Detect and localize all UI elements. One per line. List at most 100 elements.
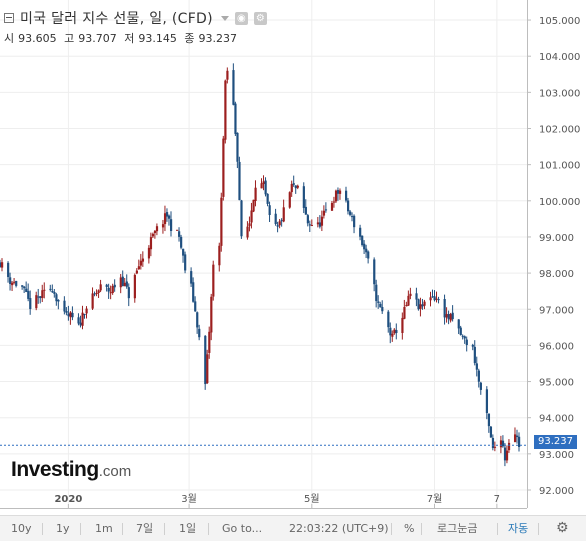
- candle-down: [491, 437, 495, 449]
- candle-down: [167, 215, 171, 219]
- candle-up: [226, 70, 229, 80]
- candle-down: [489, 426, 493, 438]
- candle-up: [43, 289, 46, 291]
- candle-up: [133, 274, 136, 299]
- candle-down: [349, 211, 352, 215]
- candle-down: [63, 300, 66, 312]
- low-value: 93.145: [138, 32, 177, 45]
- candle-down: [127, 287, 130, 299]
- candle-up: [322, 210, 326, 216]
- candle-up: [176, 229, 179, 231]
- candle-up: [419, 304, 422, 309]
- candle-down: [268, 205, 271, 215]
- candle-up: [407, 295, 410, 306]
- range-10y-button[interactable]: 10y: [11, 522, 32, 535]
- candle-up: [99, 284, 102, 291]
- gear-icon[interactable]: ⚙: [556, 520, 569, 536]
- x-tick-label: 7: [494, 494, 500, 505]
- candle-up: [1, 262, 4, 268]
- candle-down: [27, 291, 30, 299]
- candle-down: [471, 344, 474, 347]
- candle-down: [304, 206, 307, 215]
- candle-down: [93, 293, 96, 295]
- y-tick-label: 93.000: [539, 450, 574, 461]
- candle-down: [232, 70, 235, 105]
- log-scale-button[interactable]: 로그눈금: [437, 522, 478, 535]
- y-tick-label: 94.000: [539, 414, 574, 425]
- candle-up: [147, 247, 151, 259]
- y-tick-label: 105.000: [539, 16, 580, 27]
- candle-down: [39, 296, 42, 299]
- candle-down: [375, 284, 378, 302]
- candle-down: [65, 311, 68, 313]
- candle-down: [417, 299, 420, 310]
- last-price-tag: 93.237: [534, 435, 577, 449]
- gear-icon[interactable]: ⚙: [253, 11, 267, 25]
- candle-down: [302, 186, 305, 208]
- eye-icon[interactable]: ◉: [234, 11, 248, 25]
- y-tick-label: 95.000: [539, 378, 574, 389]
- candle-down: [461, 335, 464, 337]
- candle-down: [79, 322, 82, 326]
- candle-up: [252, 199, 255, 212]
- candle-up: [282, 207, 285, 222]
- candle-down: [266, 193, 269, 204]
- candle-up: [507, 442, 511, 451]
- chart-header: 미국 달러 지수 선물, 일, (CFD) ◉ ⚙: [4, 8, 267, 28]
- candle-down: [447, 313, 450, 320]
- range-1d-button[interactable]: 1일: [179, 522, 197, 535]
- logo-domain: .com: [98, 463, 132, 480]
- candle-up: [218, 245, 221, 266]
- candle-down: [365, 248, 368, 253]
- candle-down: [25, 288, 28, 292]
- candle-down: [324, 209, 328, 211]
- chevron-down-icon[interactable]: [220, 15, 229, 21]
- range-1m-button[interactable]: 1m: [95, 522, 113, 535]
- candle-up: [161, 224, 165, 228]
- candle-up: [222, 138, 225, 197]
- candle-up: [246, 226, 249, 238]
- candle-up: [260, 183, 263, 189]
- candle-down: [381, 306, 384, 312]
- candle-down: [518, 436, 521, 447]
- candle-down: [71, 312, 74, 318]
- candle-down: [415, 293, 418, 300]
- candle-down: [274, 213, 277, 225]
- price-chart[interactable]: 92.000 93.000 94.000 95.000 96.000 97.000 98.0…: [0, 0, 586, 515]
- candle-up: [141, 258, 145, 262]
- candle-up: [393, 329, 396, 334]
- candle-up: [409, 293, 412, 296]
- go-to-button[interactable]: Go to...: [222, 522, 263, 535]
- candle-up: [278, 221, 281, 226]
- y-tick-label: 96.000: [539, 341, 574, 352]
- range-7d-button[interactable]: 7일: [136, 522, 154, 535]
- high-value: 93.707: [78, 32, 117, 45]
- candle-up: [220, 197, 223, 246]
- candle-down: [15, 280, 18, 286]
- candle-up: [332, 201, 336, 203]
- candle-down: [465, 339, 468, 346]
- candle-up: [97, 290, 100, 293]
- auto-scale-button[interactable]: 자동: [508, 522, 529, 535]
- candle-up: [445, 314, 448, 318]
- candle-down: [379, 303, 382, 308]
- candle-up: [212, 264, 215, 297]
- candle-up: [123, 282, 126, 287]
- candle-down: [485, 389, 489, 414]
- candle-down: [67, 313, 70, 317]
- candle-up: [81, 312, 84, 326]
- axes: 92.000 93.000 94.000 95.000 96.000 97.000 98.0…: [0, 0, 580, 509]
- candle-down: [77, 317, 80, 324]
- candle-up: [499, 440, 503, 448]
- open-value: 93.605: [18, 32, 57, 45]
- x-tick-label: 2020: [54, 494, 82, 505]
- collapse-icon[interactable]: [4, 13, 14, 23]
- y-tick-label: 98.000: [539, 269, 574, 280]
- candle-down: [345, 190, 348, 201]
- range-1y-button[interactable]: 1y: [56, 522, 70, 535]
- candle-up: [149, 237, 153, 250]
- candle-down: [182, 248, 185, 256]
- candle-up: [153, 230, 157, 234]
- percent-scale-button[interactable]: %: [404, 522, 415, 535]
- candle-down: [451, 312, 454, 320]
